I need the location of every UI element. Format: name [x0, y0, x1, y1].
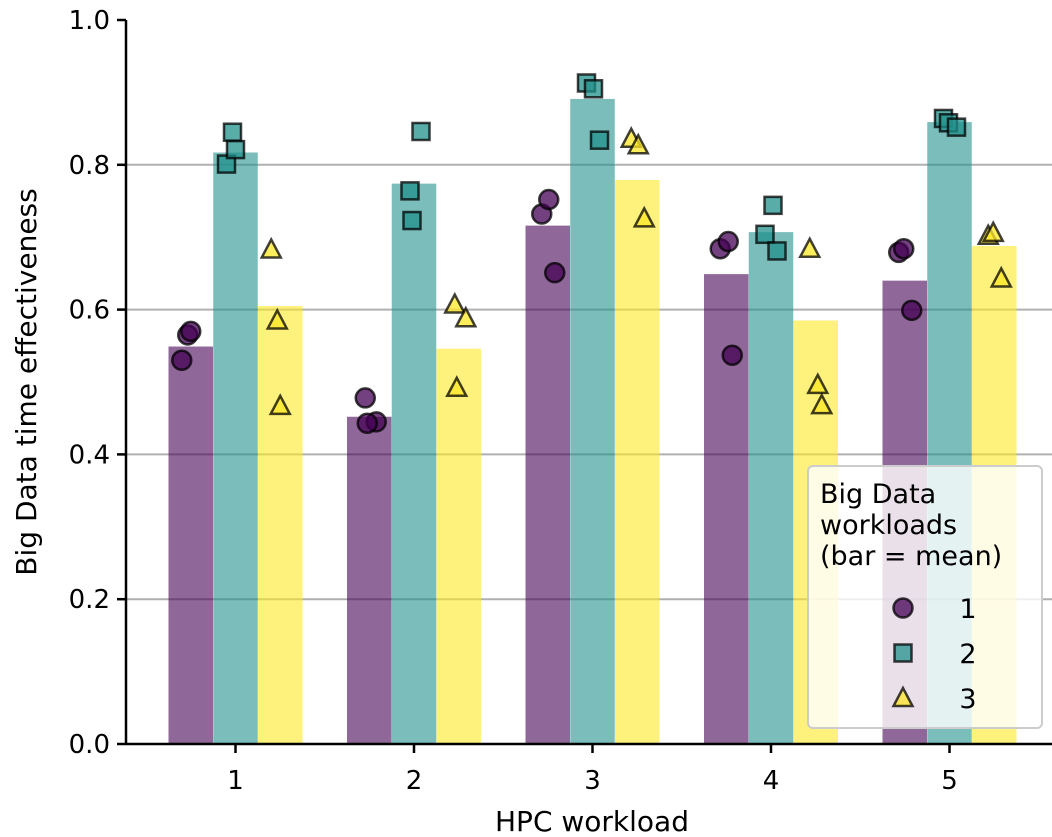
point-series-1-cat-3	[539, 190, 558, 209]
bar-series-1-cat-3	[526, 226, 571, 744]
point-series-1-cat-2	[358, 414, 377, 433]
point-series-1-cat-1	[172, 351, 191, 370]
y-tick-label: 0.6	[69, 296, 110, 326]
y-tick-label: 0.0	[69, 730, 110, 760]
legend-title-line: Big Data	[820, 479, 936, 510]
point-series-1-cat-4	[723, 346, 742, 365]
bar-series-2-cat-2	[392, 184, 437, 744]
point-series-1-cat-4	[719, 232, 738, 251]
legend-label-2: 2	[959, 639, 976, 670]
bar-series-2-cat-3	[570, 99, 615, 744]
point-series-2-cat-5	[948, 119, 965, 136]
point-series-3-cat-1	[262, 240, 281, 258]
point-series-1-cat-1	[181, 322, 200, 341]
point-series-2-cat-3	[591, 132, 608, 149]
bar-series-3-cat-2	[437, 349, 482, 744]
x-tick-label: 1	[227, 766, 244, 796]
point-series-2-cat-2	[402, 182, 419, 199]
point-series-2-cat-4	[769, 242, 786, 259]
point-series-2-cat-2	[413, 123, 430, 140]
bar-series-1-cat-2	[347, 417, 392, 744]
bar-series-3-cat-3	[615, 180, 660, 744]
legend-marker-1	[894, 599, 913, 618]
point-series-1-cat-5	[894, 239, 913, 258]
y-tick-label: 0.4	[69, 440, 110, 470]
point-series-2-cat-4	[765, 197, 782, 214]
y-axis-title: Big Data time effectiveness	[10, 188, 43, 575]
legend-title-line: (bar = mean)	[820, 541, 1002, 572]
point-series-2-cat-4	[757, 226, 774, 243]
legend-marker-2	[895, 645, 912, 662]
bar-series-2-cat-1	[213, 152, 258, 744]
point-series-2-cat-1	[224, 124, 241, 141]
bar-series-1-cat-4	[704, 274, 749, 744]
bar-series-1-cat-1	[169, 347, 214, 744]
point-series-3-cat-2	[445, 295, 464, 313]
y-tick-label: 0.2	[69, 585, 110, 615]
point-series-1-cat-5	[902, 301, 921, 320]
x-tick-label: 4	[763, 766, 780, 796]
point-series-2-cat-2	[404, 212, 421, 229]
point-series-3-cat-4	[800, 239, 819, 257]
point-series-2-cat-3	[585, 80, 602, 97]
x-axis-title: HPC workload	[495, 805, 689, 837]
x-tick-label: 2	[406, 766, 423, 796]
y-tick-label: 1.0	[69, 6, 110, 36]
legend-label-1: 1	[959, 594, 976, 625]
x-tick-label: 5	[941, 766, 958, 796]
point-series-1-cat-3	[545, 263, 564, 282]
point-series-1-cat-2	[356, 388, 375, 407]
point-series-2-cat-1	[227, 141, 244, 158]
bar-series-2-cat-4	[749, 232, 794, 744]
legend-title-line: workloads	[820, 510, 957, 541]
x-tick-label: 3	[584, 766, 601, 796]
y-tick-label: 0.8	[69, 151, 110, 181]
bar-series-3-cat-1	[258, 306, 303, 744]
legend-label-3: 3	[959, 684, 976, 715]
